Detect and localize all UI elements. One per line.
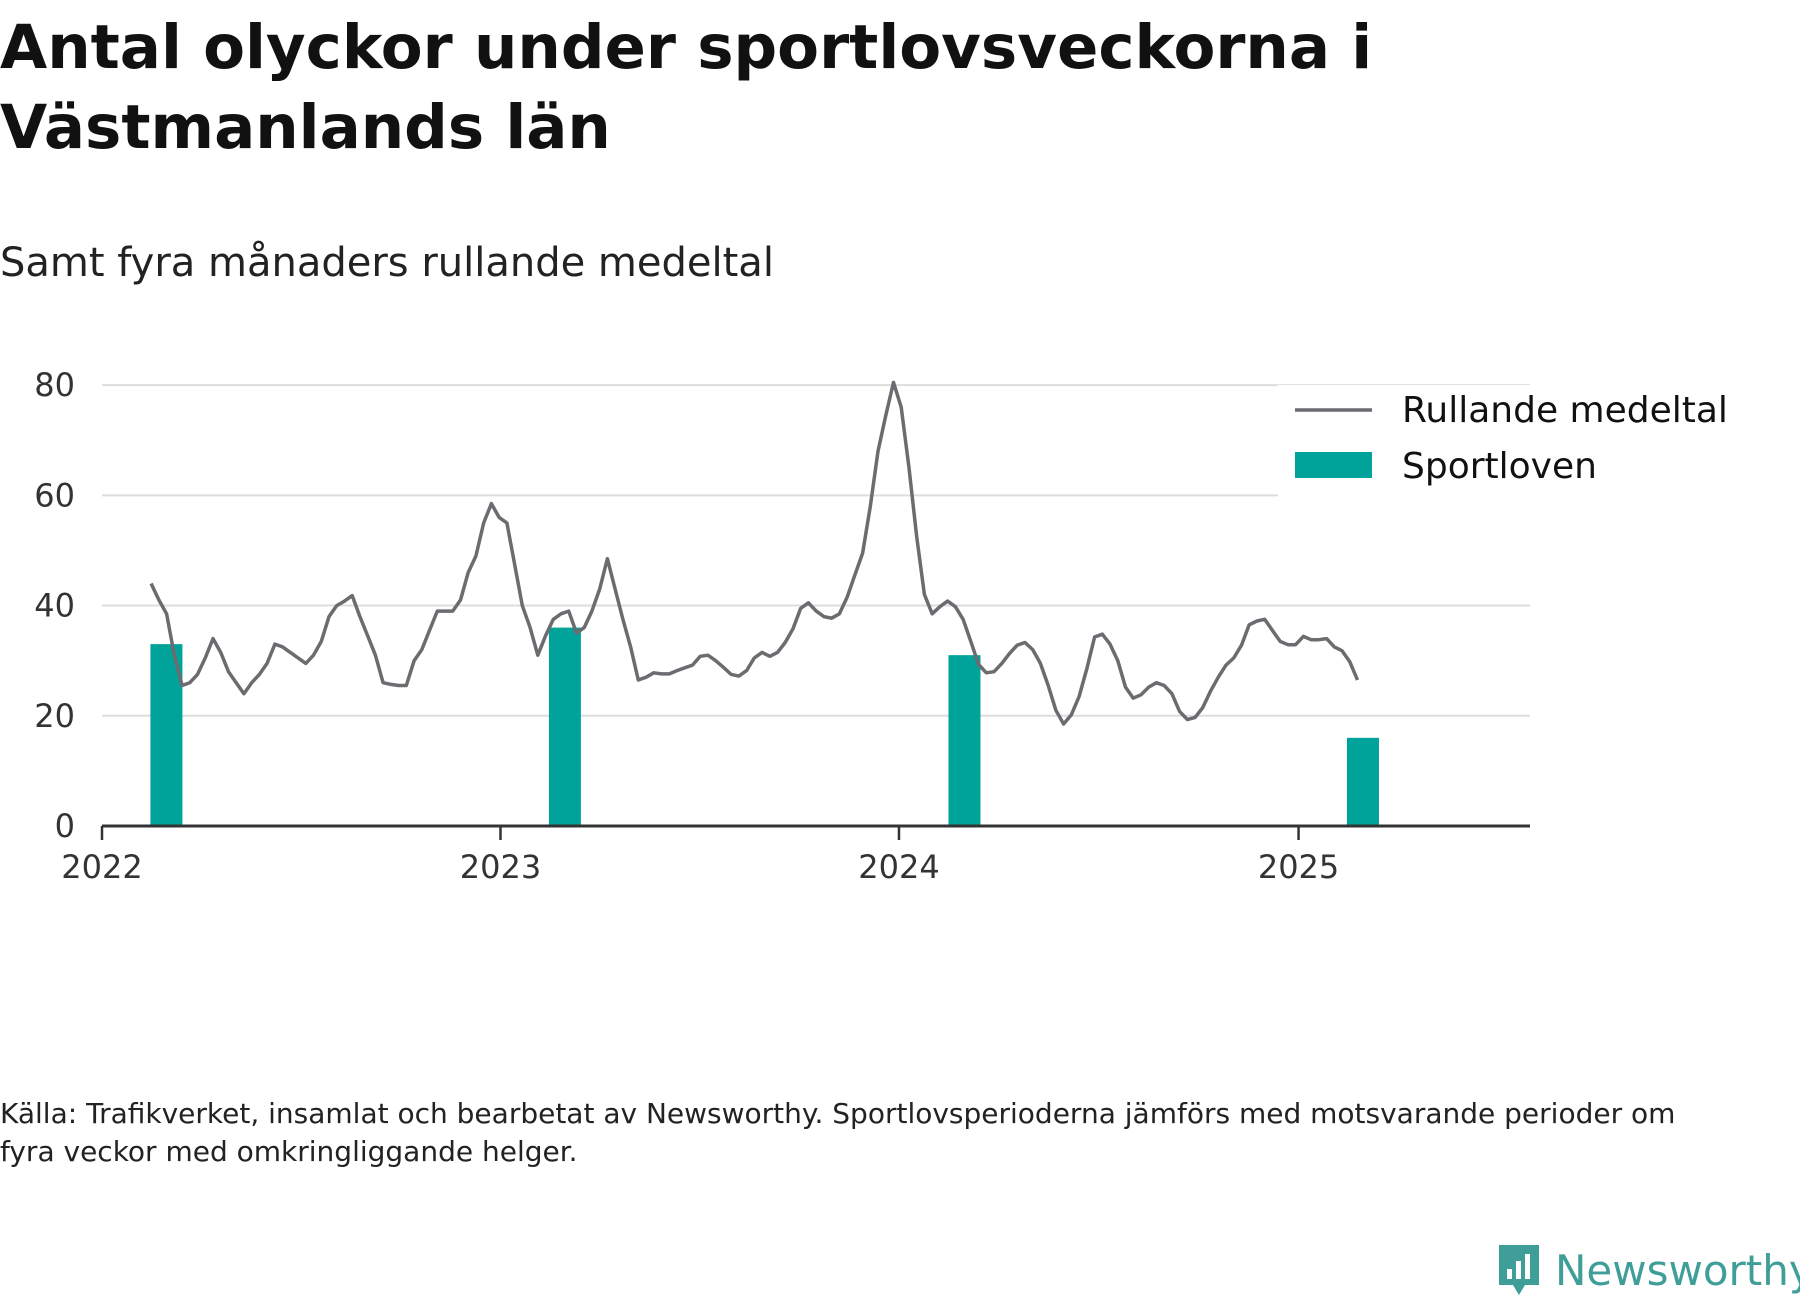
legend-bar-swatch — [1295, 452, 1372, 478]
bar-sportloven — [948, 655, 980, 826]
y-tick-label: 40 — [34, 587, 75, 625]
source-note: Källa: Trafikverket, insamlat och bearbe… — [0, 1095, 1700, 1171]
y-tick-label: 60 — [34, 476, 75, 514]
x-tick-label: 2025 — [1258, 848, 1339, 886]
bar-sportloven — [549, 628, 581, 826]
chart: 0 20 40 60 80 2022 2023 2024 2025 Rullande medel… — [0, 0, 1800, 1090]
brand-logo[interactable]: Newsworthy — [1495, 1240, 1800, 1300]
legend-label-line: Rullande medeltal — [1402, 390, 1728, 431]
brand-name: Newsworthy — [1555, 1246, 1800, 1295]
y-tick-label: 80 — [34, 366, 75, 404]
x-tick-label: 2024 — [858, 848, 939, 886]
rolling-average-line — [151, 382, 1357, 724]
bar-series — [150, 628, 1379, 826]
y-tick-label: 0 — [55, 807, 75, 845]
legend: Rullande medeltal Sportloven — [1278, 385, 1738, 497]
x-tick-label: 2023 — [460, 848, 541, 886]
legend-label-bar: Sportloven — [1402, 446, 1597, 487]
bar-sportloven — [1347, 738, 1379, 826]
y-tick-label: 20 — [34, 697, 75, 735]
x-tick-label: 2022 — [61, 848, 142, 886]
newsworthy-logo-icon — [1495, 1241, 1543, 1299]
